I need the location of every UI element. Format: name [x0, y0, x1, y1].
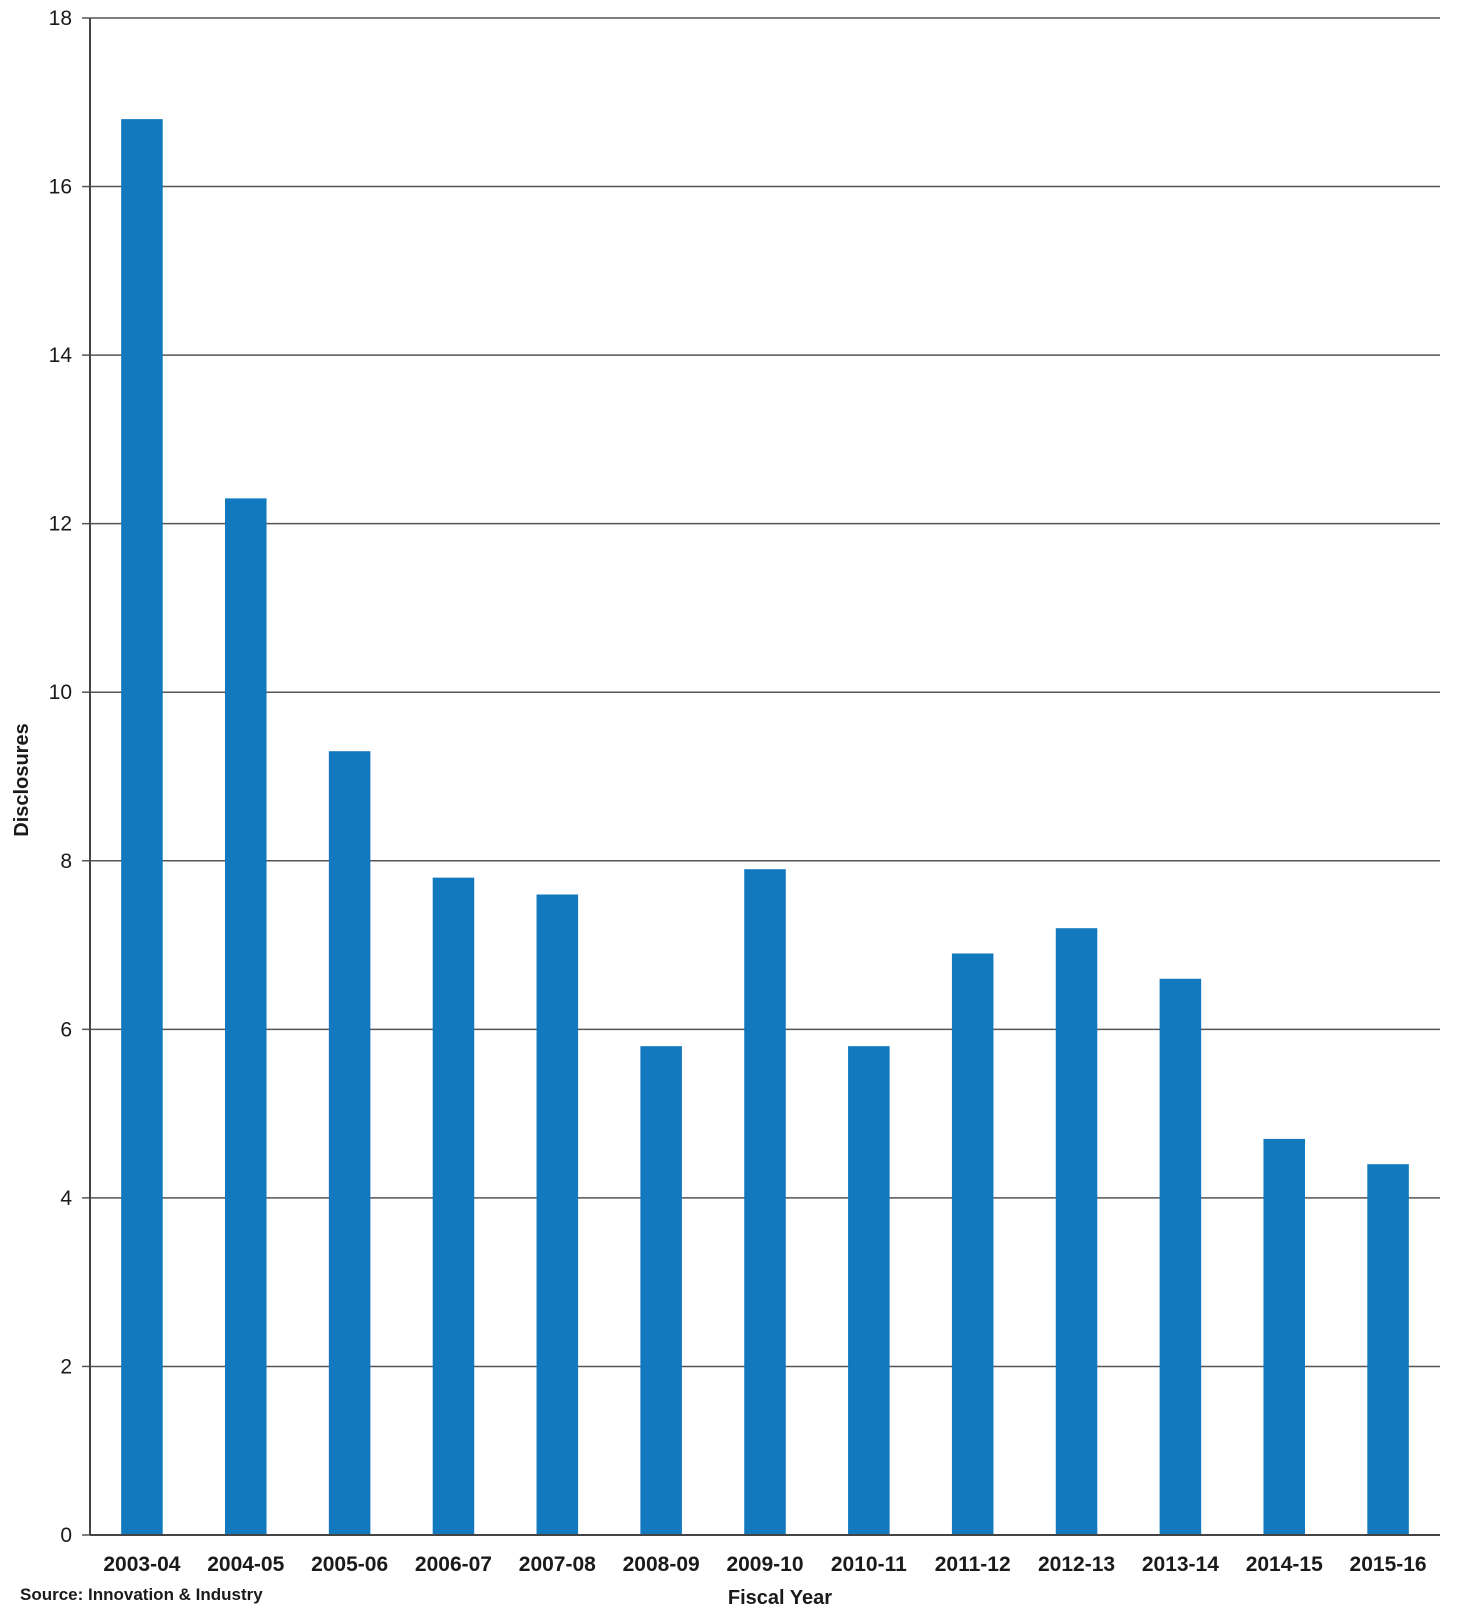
x-category-label: 2009-10: [726, 1553, 803, 1576]
x-category-label: 2015-16: [1350, 1553, 1427, 1576]
bar: [1055, 928, 1098, 1535]
bar: [121, 119, 163, 1536]
bar: [848, 1046, 890, 1535]
y-tick-label: 18: [49, 7, 72, 30]
x-category-label: 2007-08: [519, 1553, 596, 1576]
x-category-label: 2003-04: [103, 1553, 180, 1576]
x-category-label: 2008-09: [623, 1553, 700, 1576]
y-tick-label: 6: [60, 1018, 72, 1041]
bars: [121, 119, 1409, 1536]
gridlines: [90, 17, 1440, 1368]
y-axis-title: Disclosures: [11, 723, 33, 836]
y-tick-label: 10: [49, 681, 72, 704]
bar: [951, 953, 994, 1535]
y-tick-label: 0: [60, 1524, 72, 1547]
y-tick-labels: 0 2 4 6 8 10 12 14 16 18: [49, 7, 73, 1547]
axes: [82, 17, 1440, 1536]
y-tick-label: 14: [49, 344, 73, 367]
bar: [328, 751, 371, 1535]
x-category-label: 2010-11: [831, 1553, 907, 1576]
bar: [744, 869, 786, 1535]
bar: [1263, 1138, 1305, 1535]
bar: [536, 894, 579, 1535]
bar: [1159, 978, 1202, 1535]
x-category-label: 2013-14: [1142, 1553, 1219, 1576]
x-category-label: 2012-13: [1038, 1553, 1115, 1576]
x-axis-title: Fiscal Year: [728, 1587, 832, 1609]
bar: [432, 877, 475, 1535]
x-category-label: 2006-07: [415, 1553, 492, 1576]
bar: [640, 1046, 682, 1535]
source-note: Source: Innovation & Industry: [20, 1585, 263, 1604]
x-category-label: 2004-05: [207, 1553, 284, 1576]
y-tick-label: 8: [60, 850, 72, 873]
x-category-label: 2014-15: [1246, 1553, 1323, 1576]
y-tick-label: 4: [60, 1187, 72, 1210]
x-category-label: 2005-06: [311, 1553, 388, 1576]
y-tick-label: 12: [49, 513, 72, 536]
bar: [1367, 1164, 1409, 1535]
bar: [225, 498, 267, 1536]
x-category-labels: 2003-04 2004-05 2005-06 2006-07 2007-08 2008-…: [103, 1553, 1426, 1576]
x-category-label: 2011-12: [935, 1553, 1011, 1576]
y-tick-label: 16: [49, 176, 72, 199]
y-tick-label: 2: [60, 1355, 72, 1378]
